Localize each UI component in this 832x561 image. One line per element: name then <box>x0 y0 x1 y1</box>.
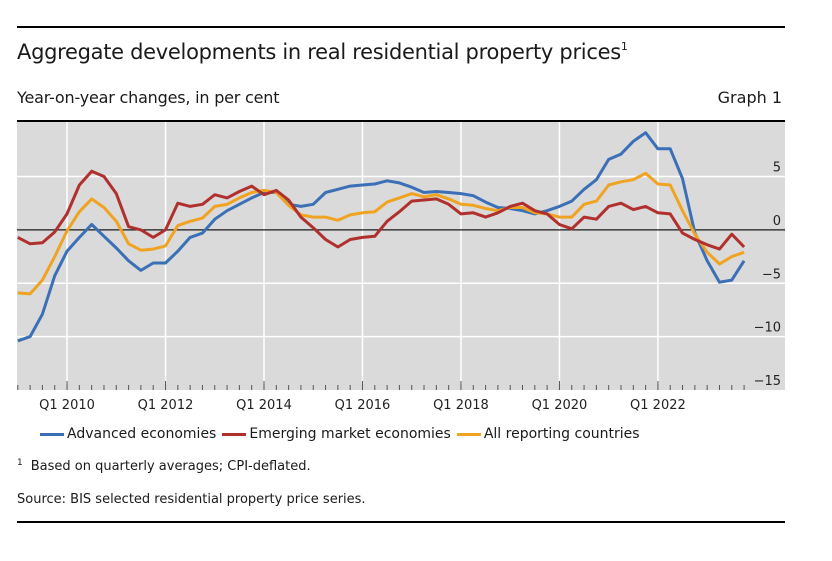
top-rule <box>17 26 785 28</box>
legend-swatch-emerging <box>222 432 247 436</box>
bottom-rule <box>17 521 785 523</box>
x-axis-labels: Q1 2010 Q1 2012 Q1 2014 Q1 2016 Q1 2018 Q1 20… <box>39 398 686 413</box>
plot-background <box>17 121 785 390</box>
x-tick-label: Q1 2020 <box>532 398 588 413</box>
source-note: Source: BIS selected residential propert… <box>17 492 366 507</box>
legend-swatch-advanced <box>40 432 64 436</box>
x-tick-label: Q1 2012 <box>138 398 194 413</box>
y-tick-label: −5 <box>762 267 781 282</box>
y-tick-label: 0 <box>773 214 781 229</box>
x-tick-label: Q1 2016 <box>335 398 391 413</box>
y-tick-label: −15 <box>754 374 781 389</box>
legend-item-all: All reporting countries <box>456 426 640 442</box>
y-axis-labels: 5 0 −5 −10 −15 <box>754 161 781 389</box>
legend-label-emerging: Emerging market economies <box>249 426 451 442</box>
series-line-all-reporting-countries <box>17 171 745 296</box>
legend-label-all: All reporting countries <box>483 426 640 442</box>
series-line-advanced-economies <box>17 131 746 343</box>
chart-subtitle: Year-on-year changes, in per cent <box>17 88 280 107</box>
series-lines <box>17 131 746 343</box>
y-tick-label: −10 <box>754 321 781 336</box>
legend: Advanced economies Emerging market econo… <box>40 426 646 442</box>
graph-number: Graph 1 <box>717 88 782 107</box>
legend-item-advanced: Advanced economies <box>40 426 216 442</box>
x-axis-ticks <box>17 381 745 390</box>
legend-swatch-all <box>456 432 481 436</box>
x-tick-label: Q1 2022 <box>630 398 686 413</box>
line-chart: 50−5−10−15 Q1 2010 Q1 2012 Q1 2014 Q1 2016 Q… <box>17 120 785 413</box>
chart-title: Aggregate developments in real residenti… <box>17 40 628 64</box>
title-footnote-mark: 1 <box>620 40 628 53</box>
x-tick-label: Q1 2014 <box>236 398 292 413</box>
legend-label-advanced: Advanced economies <box>67 426 217 442</box>
footnote: 1 Based on quarterly averages; CPI-deflat… <box>17 458 311 474</box>
chart-title-text: Aggregate developments in real residenti… <box>17 40 621 64</box>
gridlines <box>17 121 785 384</box>
series-line-emerging-market-economies <box>17 169 746 251</box>
x-tick-label: Q1 2018 <box>433 398 489 413</box>
footnote-text: Based on quarterly averages; CPI-deflate… <box>30 459 311 474</box>
footnote-mark: 1 <box>17 458 23 468</box>
legend-item-emerging: Emerging market economies <box>222 426 451 442</box>
y-tick-label: 5 <box>773 161 781 176</box>
x-tick-label: Q1 2010 <box>39 398 95 413</box>
